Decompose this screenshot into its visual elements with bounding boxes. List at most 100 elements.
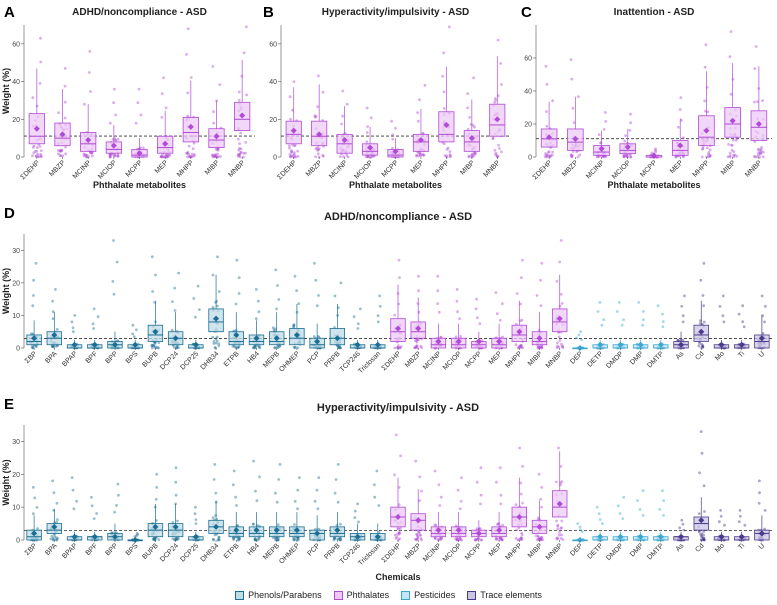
data-point (516, 538, 520, 542)
x-tick-label: MCIOP (442, 542, 463, 563)
data-point (275, 536, 279, 540)
data-point (719, 514, 723, 518)
data-point (231, 483, 235, 487)
data-point (570, 154, 573, 158)
data-point (376, 320, 380, 324)
data-point (707, 155, 710, 159)
data-point (467, 155, 471, 159)
panel-e: E Hyperactivity/impulsivity - ASD 0 10 20 30 W… (1, 396, 772, 582)
box-MCINP (430, 274, 447, 350)
data-point (493, 97, 497, 100)
data-point (135, 328, 138, 332)
data-point (703, 510, 706, 513)
box-MBZP (410, 459, 426, 542)
data-point (602, 127, 606, 131)
data-point (391, 137, 395, 141)
data-point (758, 479, 761, 483)
data-point (718, 304, 722, 308)
box-DMP (632, 489, 649, 542)
data-point (556, 527, 560, 531)
mean-marker (213, 315, 220, 322)
data-point (186, 27, 190, 31)
mean-marker (111, 341, 118, 348)
data-point (31, 346, 35, 349)
data-point (357, 520, 360, 524)
data-point (420, 489, 423, 493)
mean-marker (59, 131, 66, 138)
mean-marker (341, 137, 348, 144)
data-point (476, 316, 479, 320)
data-point (321, 90, 325, 94)
data-point (540, 505, 543, 509)
x-tick-label: MBZP (48, 159, 67, 178)
y-tick-label: 0 (16, 346, 20, 353)
data-point (31, 154, 34, 158)
data-point (679, 96, 683, 99)
data-point (210, 153, 214, 157)
data-point (763, 320, 766, 324)
data-point (38, 145, 42, 148)
data-point (654, 147, 657, 151)
data-point (34, 261, 38, 265)
data-point (70, 476, 74, 479)
data-point (334, 478, 338, 481)
data-point (55, 501, 59, 505)
data-point (455, 299, 459, 303)
data-point (498, 147, 501, 150)
data-point (150, 346, 154, 350)
data-point (356, 322, 360, 326)
data-point (257, 310, 261, 314)
data-point (419, 152, 423, 156)
data-point (237, 153, 241, 156)
data-point (32, 278, 35, 282)
data-point (436, 274, 440, 278)
data-point (234, 345, 238, 349)
data-point (421, 153, 425, 157)
data-point (82, 152, 86, 156)
data-point (456, 310, 459, 314)
data-point (596, 310, 600, 313)
data-point (36, 152, 39, 156)
data-point (629, 112, 632, 116)
box-MCIOP (450, 476, 467, 542)
data-point (760, 294, 764, 298)
data-point (152, 344, 156, 348)
data-point (51, 310, 55, 314)
data-point (342, 155, 345, 159)
data-point (629, 121, 632, 125)
data-point (113, 154, 117, 158)
y-tick-label: 20 (269, 117, 277, 124)
data-point (753, 140, 757, 144)
box-DETP (592, 505, 608, 542)
data-point (293, 499, 297, 503)
box-MCPP (131, 87, 148, 159)
data-point (373, 483, 376, 487)
x-axis-title: Chemicals (375, 572, 420, 582)
data-point (213, 463, 217, 466)
data-point (718, 520, 721, 524)
data-point (571, 150, 575, 153)
data-point (439, 538, 442, 542)
data-point (292, 345, 296, 349)
legend-key-phenols-parabens (235, 590, 245, 600)
data-point (236, 346, 240, 350)
data-point (136, 101, 140, 105)
data-point (116, 153, 120, 157)
box-DHB34 (208, 255, 224, 350)
data-point (244, 141, 248, 144)
data-point (215, 299, 219, 303)
data-point (254, 288, 258, 291)
legend-label-trace-elements: Trace elements (480, 590, 542, 600)
legend-key-pesticides (401, 590, 411, 600)
data-point (741, 320, 745, 324)
x-tick-label: DCP24 (159, 350, 180, 371)
x-tick-label: MIBP (527, 542, 544, 559)
data-point (317, 148, 320, 152)
data-point (579, 330, 582, 334)
data-point (756, 147, 760, 151)
x-tick-label: MCINP (585, 159, 606, 180)
data-point (569, 58, 573, 61)
data-point (211, 335, 215, 339)
data-point (32, 144, 36, 148)
data-point (700, 451, 704, 455)
